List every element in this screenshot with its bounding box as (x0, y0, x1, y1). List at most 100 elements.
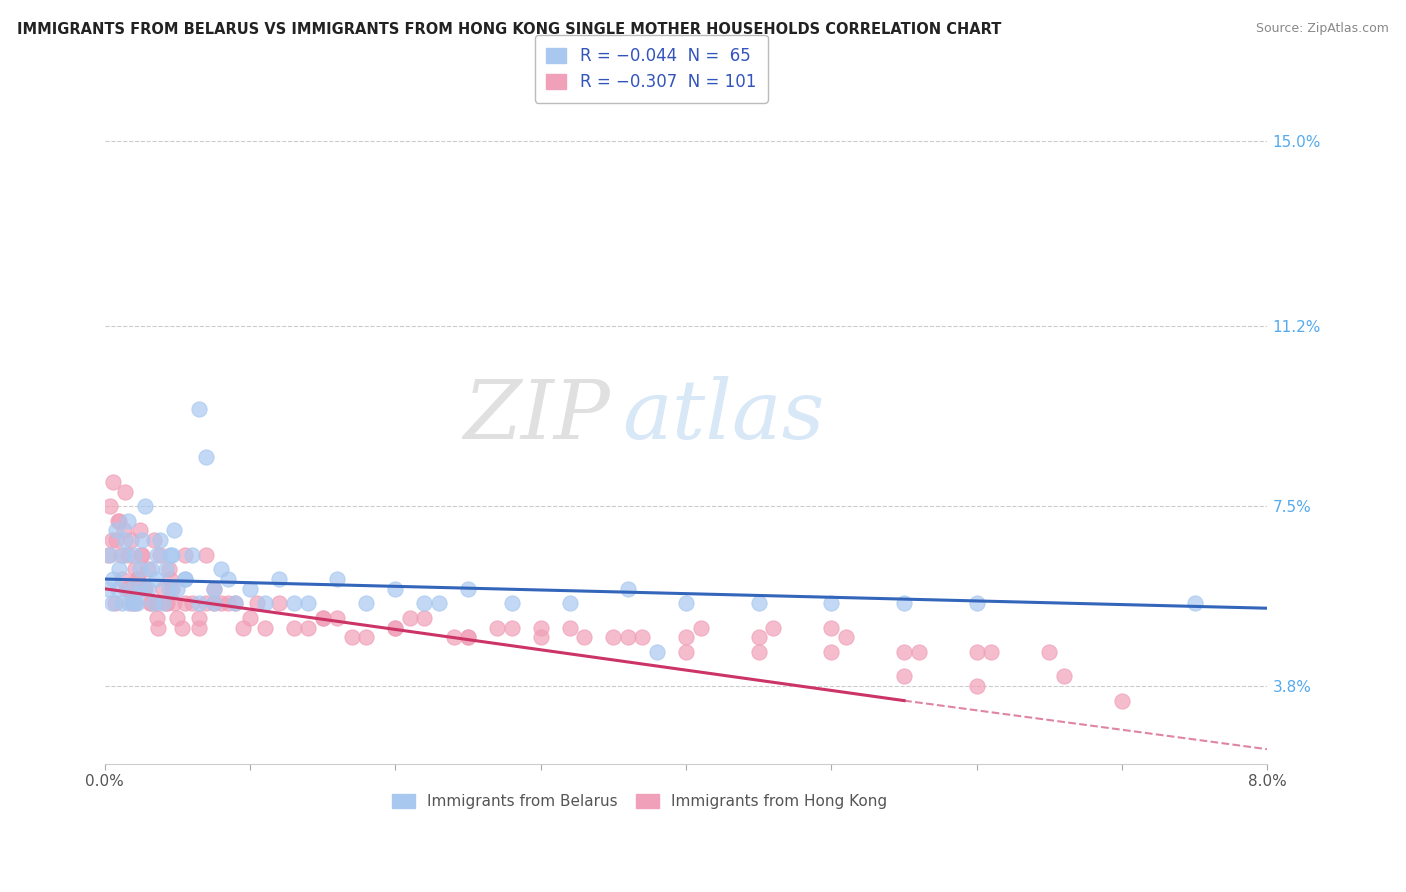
Point (136, 582, 159, 596)
Point (188, 611, 211, 625)
Point (97, 548, 120, 562)
Point (134, 582, 156, 596)
Point (173, 572, 195, 586)
Point (312, 611, 335, 625)
Point (209, 596, 232, 610)
Text: IMMIGRANTS FROM BELARUS VS IMMIGRANTS FROM HONG KONG SINGLE MOTHER HOUSEHOLDS CO: IMMIGRANTS FROM BELARUS VS IMMIGRANTS FR… (17, 22, 1001, 37)
Point (748, 645, 770, 659)
Point (129, 582, 152, 596)
Point (146, 611, 169, 625)
Legend: Immigrants from Belarus, Immigrants from Hong Kong: Immigrants from Belarus, Immigrants from… (385, 788, 893, 815)
Point (124, 562, 146, 576)
Point (173, 596, 195, 610)
Point (108, 562, 131, 576)
Point (675, 631, 697, 645)
Point (617, 582, 640, 596)
Text: ZIP: ZIP (464, 376, 610, 456)
Point (269, 572, 291, 586)
Point (297, 596, 319, 610)
Point (120, 582, 142, 596)
Point (501, 596, 523, 610)
Point (1053, 669, 1076, 683)
Point (100, 548, 122, 562)
Point (131, 533, 153, 548)
Point (530, 621, 553, 635)
Point (159, 548, 181, 562)
Point (239, 582, 262, 596)
Point (160, 548, 183, 562)
Point (202, 596, 225, 610)
Point (195, 548, 218, 562)
Point (166, 611, 188, 625)
Point (356, 596, 378, 610)
Point (166, 582, 188, 596)
Point (427, 596, 450, 610)
Point (631, 631, 654, 645)
Point (835, 631, 858, 645)
Point (413, 611, 436, 625)
Point (117, 514, 139, 528)
Point (326, 611, 349, 625)
Point (232, 621, 254, 635)
Point (173, 548, 195, 562)
Point (253, 621, 276, 635)
Point (134, 499, 156, 513)
Point (163, 596, 186, 610)
Point (645, 645, 668, 659)
Point (160, 582, 183, 596)
Point (820, 621, 842, 635)
Point (399, 611, 422, 625)
Point (143, 596, 166, 610)
Point (195, 450, 218, 465)
Point (202, 582, 225, 596)
Point (111, 596, 134, 610)
Point (893, 645, 915, 659)
Point (966, 645, 988, 659)
Point (1038, 645, 1060, 659)
Point (457, 582, 479, 596)
Point (675, 596, 697, 610)
Point (105, 533, 128, 548)
Point (558, 596, 581, 610)
Point (602, 631, 624, 645)
Point (501, 621, 523, 635)
Point (188, 596, 211, 610)
Point (1184, 596, 1206, 610)
Point (159, 572, 181, 586)
Point (112, 548, 135, 562)
Point (131, 548, 153, 562)
Point (103, 475, 125, 489)
Point (195, 596, 218, 610)
Point (312, 611, 335, 625)
Point (820, 596, 842, 610)
Point (129, 548, 152, 562)
Text: Source: ZipAtlas.com: Source: ZipAtlas.com (1256, 22, 1389, 36)
Point (486, 621, 509, 635)
Point (125, 596, 148, 610)
Point (104, 596, 127, 610)
Point (111, 572, 134, 586)
Point (101, 596, 124, 610)
Point (202, 596, 225, 610)
Point (457, 631, 479, 645)
Point (100, 499, 122, 513)
Point (217, 596, 239, 610)
Point (558, 621, 581, 635)
Point (180, 548, 202, 562)
Point (146, 548, 169, 562)
Point (269, 596, 291, 610)
Point (246, 596, 269, 610)
Point (155, 562, 177, 576)
Point (156, 596, 179, 610)
Point (574, 631, 596, 645)
Point (118, 596, 141, 610)
Point (239, 611, 262, 625)
Point (202, 582, 225, 596)
Point (217, 572, 239, 586)
Point (283, 596, 305, 610)
Point (149, 548, 172, 562)
Point (675, 645, 697, 659)
Point (128, 562, 150, 576)
Point (893, 669, 915, 683)
Point (128, 524, 150, 538)
